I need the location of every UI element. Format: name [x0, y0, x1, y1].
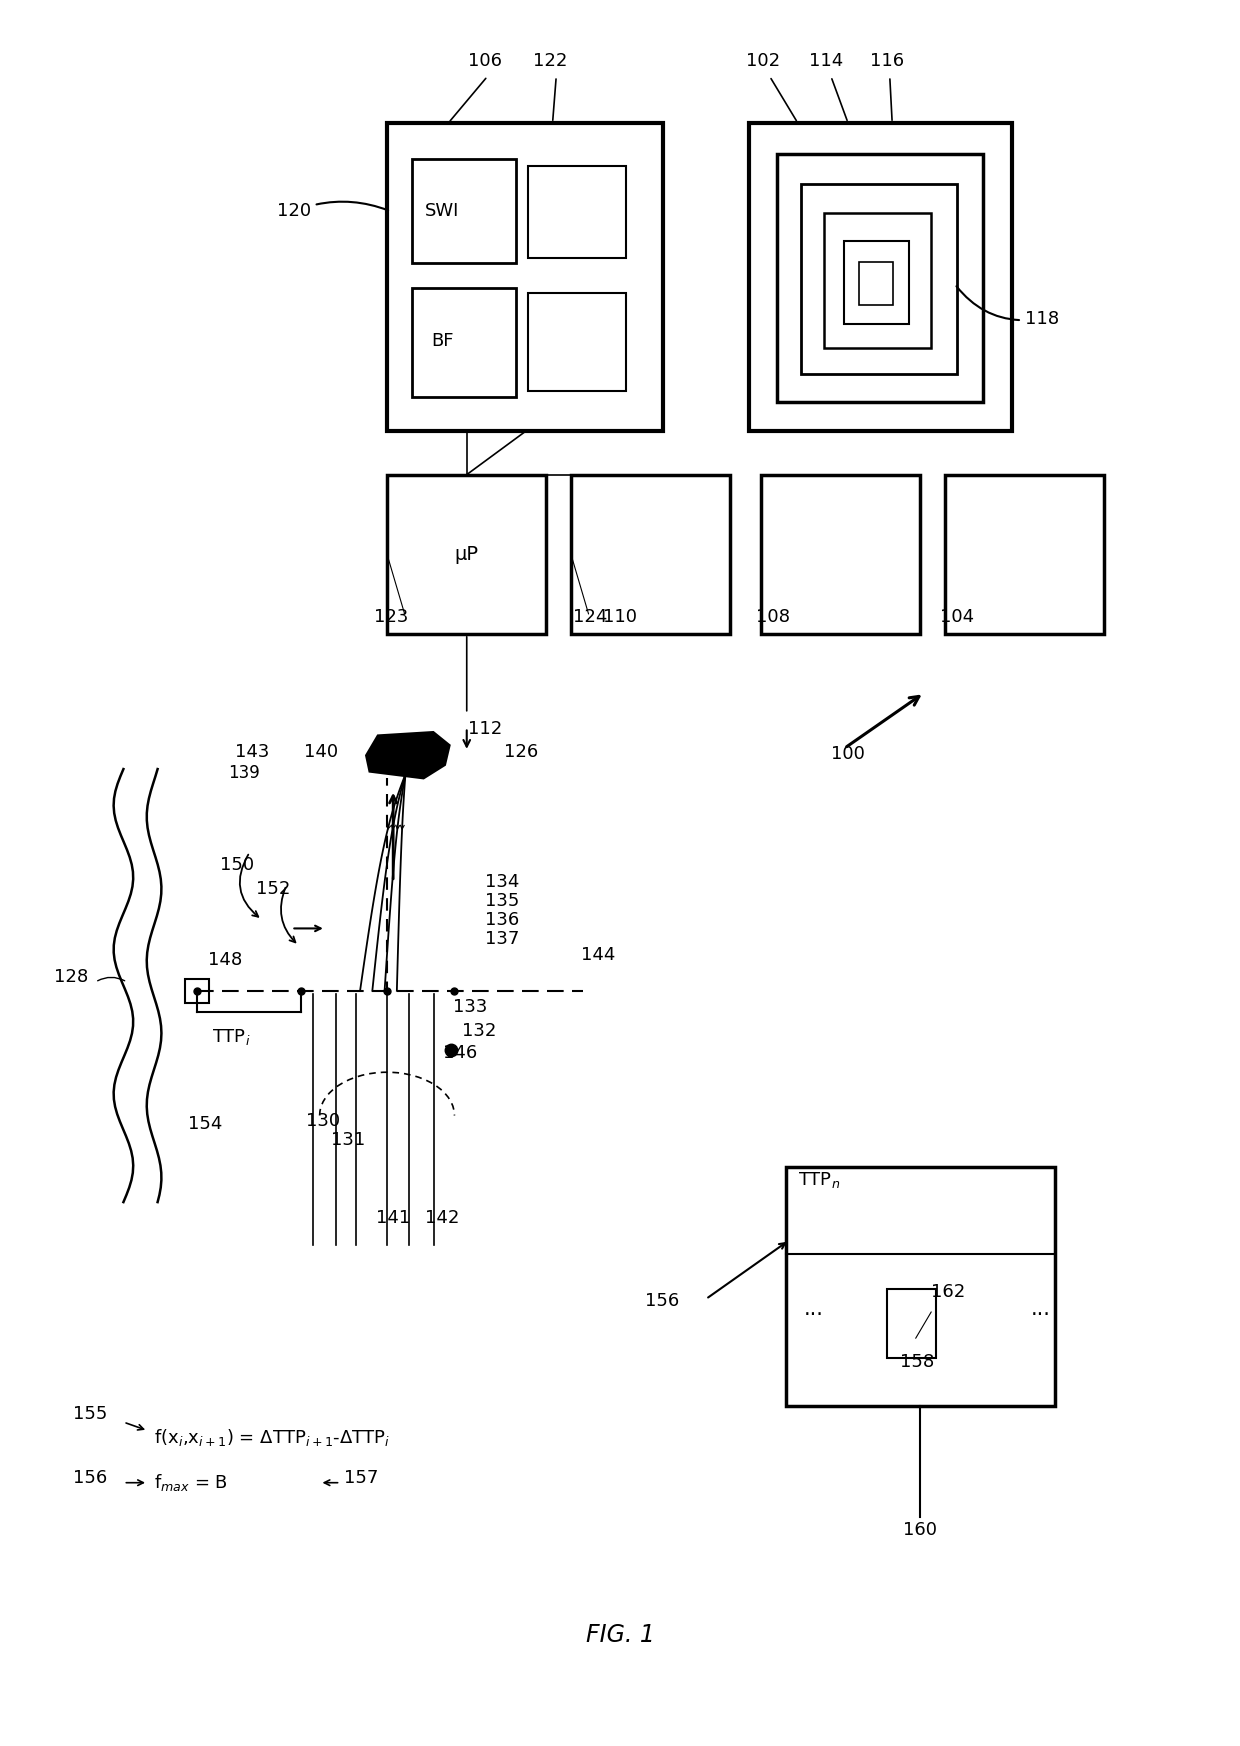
Text: 155: 155	[73, 1404, 108, 1423]
Bar	[387, 122, 663, 431]
Bar	[785, 1168, 1055, 1407]
Text: 130: 130	[306, 1112, 340, 1130]
Text: 108: 108	[756, 608, 790, 625]
Text: 143: 143	[234, 744, 269, 761]
Text: 100: 100	[831, 746, 864, 763]
Text: 156: 156	[645, 1292, 678, 1310]
Text: f$_{max}$ = B: f$_{max}$ = B	[154, 1472, 228, 1493]
Text: TTP$_n$: TTP$_n$	[797, 1170, 839, 1189]
Text: 157: 157	[345, 1468, 378, 1486]
Bar	[387, 475, 547, 634]
Text: 137: 137	[485, 931, 520, 948]
Text: f(x$_i$,x$_{i+1}$) = $\Delta$TTP$_{i+1}$-$\Delta$TTP$_i$: f(x$_i$,x$_{i+1}$) = $\Delta$TTP$_{i+1}$…	[154, 1426, 389, 1447]
Bar	[823, 213, 931, 347]
Text: 144: 144	[580, 946, 615, 964]
Polygon shape	[365, 732, 451, 779]
Text: 131: 131	[331, 1131, 365, 1149]
Text: 141: 141	[376, 1208, 410, 1227]
Text: TTP$_i$: TTP$_i$	[212, 1027, 250, 1048]
Bar	[749, 122, 1012, 431]
Bar	[570, 475, 730, 634]
Bar	[761, 475, 920, 634]
Bar	[528, 293, 626, 391]
Text: 134: 134	[485, 873, 520, 890]
Text: ...: ...	[1030, 1299, 1050, 1320]
Bar	[844, 241, 909, 325]
Bar	[528, 166, 626, 258]
Text: μP: μP	[455, 545, 479, 564]
Text: 120: 120	[277, 201, 388, 220]
Text: ...: ...	[804, 1299, 823, 1320]
Bar	[888, 1289, 936, 1358]
Text: 132: 132	[461, 1021, 496, 1041]
Text: 118: 118	[956, 286, 1059, 328]
Text: 146: 146	[444, 1044, 477, 1062]
Text: 158: 158	[899, 1353, 934, 1371]
Text: BF: BF	[432, 332, 454, 351]
Text: 123: 123	[373, 608, 408, 625]
Text: 116: 116	[870, 52, 904, 70]
Bar	[412, 288, 516, 396]
Text: 112: 112	[467, 721, 502, 739]
Bar	[185, 980, 210, 1002]
Text: 110: 110	[603, 608, 637, 625]
Text: 152: 152	[255, 880, 290, 897]
Bar	[777, 154, 983, 402]
Bar	[945, 475, 1105, 634]
Text: 128: 128	[53, 967, 88, 986]
Text: 102: 102	[746, 52, 780, 70]
Text: 133: 133	[454, 997, 487, 1016]
Text: 142: 142	[425, 1208, 459, 1227]
Text: 156: 156	[73, 1468, 108, 1486]
Text: 148: 148	[208, 952, 242, 969]
Text: 106: 106	[469, 52, 502, 70]
Text: 140: 140	[304, 744, 337, 761]
Text: 104: 104	[940, 608, 975, 625]
Text: 160: 160	[904, 1521, 937, 1538]
Bar	[859, 262, 894, 306]
Text: 162: 162	[931, 1283, 966, 1301]
Bar	[412, 159, 516, 264]
Text: 136: 136	[485, 911, 520, 929]
Text: 150: 150	[221, 856, 254, 873]
Text: 122: 122	[533, 52, 567, 70]
Text: 135: 135	[485, 892, 520, 910]
Text: FIG. 1: FIG. 1	[585, 1624, 655, 1646]
Text: 154: 154	[188, 1116, 223, 1133]
Text: 124: 124	[573, 608, 608, 625]
Text: 126: 126	[503, 744, 538, 761]
Text: SWI: SWI	[425, 203, 459, 220]
Text: 114: 114	[808, 52, 843, 70]
Text: 139: 139	[228, 763, 259, 782]
Bar	[801, 183, 957, 374]
